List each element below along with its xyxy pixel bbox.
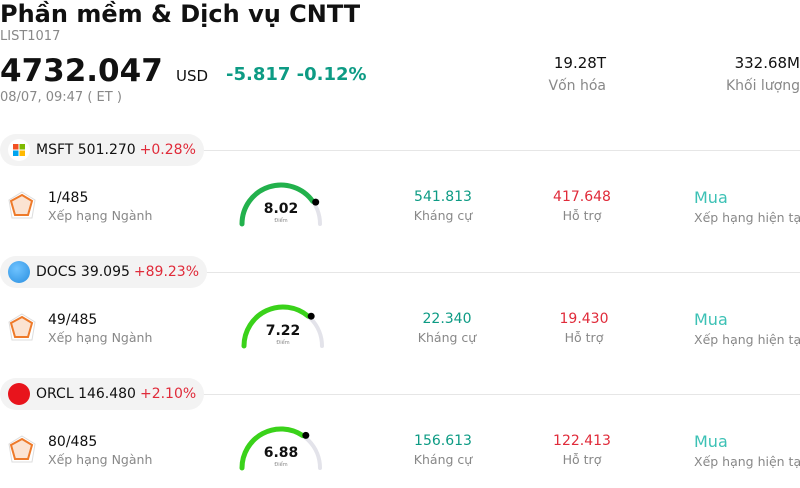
support-label: Hỗ trợ — [562, 208, 602, 223]
page-title: Phần mềm & Dịch vụ CNTT — [0, 0, 361, 28]
rating-value[interactable]: Mua — [694, 310, 728, 329]
stock-change: +0.28% — [139, 142, 196, 158]
score-label: Điểm — [274, 218, 288, 224]
volume-value: 332.68M — [734, 54, 800, 72]
stock-pill[interactable]: MSFT 501.270 +0.28% — [0, 134, 204, 166]
industry-rank-label: Xếp hạng Ngành — [48, 208, 153, 223]
support-value: 19.430 — [559, 311, 609, 327]
oracle-logo — [8, 383, 30, 405]
currency-label: USD — [176, 67, 209, 85]
volume-label: Khối lượng — [725, 78, 800, 94]
rank-radar-icon — [8, 191, 36, 219]
stock-ticker: DOCS 39.095 — [36, 264, 130, 280]
rating-value[interactable]: Mua — [694, 188, 728, 207]
industry-rank-label: Xếp hạng Ngành — [48, 330, 153, 345]
industry-rank-label: Xếp hạng Ngành — [48, 452, 153, 467]
score-gauge — [239, 426, 322, 471]
support-value: 417.648 — [553, 189, 611, 205]
row-divider — [200, 150, 800, 151]
industry-rank: 49/485 — [48, 312, 98, 328]
rating-label: Xếp hạng hiện tại — [694, 332, 800, 347]
stock-change: +2.10% — [139, 386, 197, 402]
rank-radar-icon — [8, 435, 36, 463]
score-gauge — [239, 182, 322, 227]
industry-rank: 80/485 — [48, 434, 98, 450]
score-value: 8.02 — [263, 201, 299, 217]
score-label: Điểm — [276, 340, 290, 346]
resistance-label: Kháng cự — [417, 330, 477, 345]
rank-radar-icon — [8, 313, 36, 341]
index-code: LIST1017 — [0, 29, 61, 44]
resistance-label: Kháng cự — [413, 208, 473, 223]
resistance-value: 22.340 — [422, 311, 472, 327]
row-divider — [200, 394, 800, 395]
rating-value[interactable]: Mua — [694, 432, 728, 451]
industry-rank: 1/485 — [48, 190, 89, 206]
rating-label: Xếp hạng hiện tại — [694, 210, 800, 225]
market-cap-label: Vốn hóa — [548, 78, 606, 94]
rating-label: Xếp hạng hiện tại — [694, 454, 800, 469]
score-label: Điểm — [274, 462, 288, 468]
support-value: 122.413 — [553, 433, 611, 449]
stock-pill[interactable]: ORCL 146.480 +2.10% — [0, 378, 205, 410]
support-label: Hỗ trợ — [562, 452, 602, 467]
microsoft-logo — [8, 139, 30, 161]
resistance-value: 541.813 — [414, 189, 472, 205]
resistance-label: Kháng cự — [413, 452, 473, 467]
timestamp: 08/07, 09:47 ( ET ) — [0, 90, 122, 105]
score-value: 6.88 — [263, 445, 299, 461]
row-divider — [200, 272, 800, 273]
support-label: Hỗ trợ — [564, 330, 604, 345]
score-value: 7.22 — [265, 323, 301, 339]
stock-pill[interactable]: DOCS 39.095 +89.23% — [0, 256, 208, 288]
stock-change: +89.23% — [133, 264, 200, 280]
stock-ticker: ORCL 146.480 — [36, 386, 136, 402]
score-gauge — [241, 304, 324, 349]
market-cap-value: 19.28T — [553, 54, 606, 72]
index-price: 4732.047 — [0, 53, 163, 89]
index-change: -5.817 -0.12% — [226, 64, 367, 85]
stock-ticker: MSFT 501.270 — [36, 142, 136, 158]
resistance-value: 156.613 — [414, 433, 472, 449]
doximity-logo — [8, 261, 30, 283]
